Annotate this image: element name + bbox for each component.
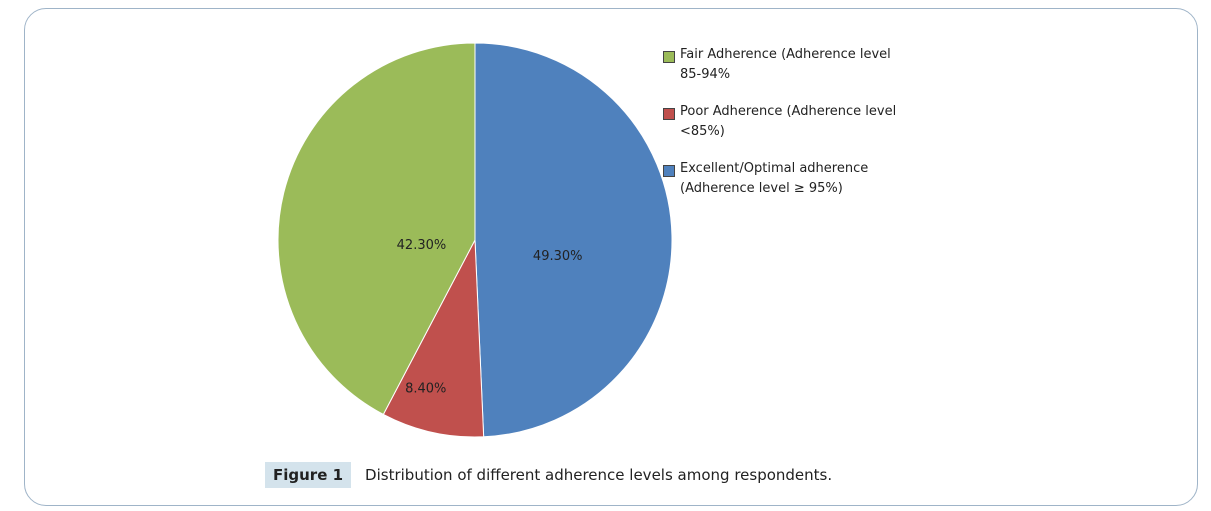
- figure-frame: [24, 8, 1198, 506]
- legend-swatch-poor: [663, 108, 675, 120]
- caption-text: Distribution of different adherence leve…: [365, 466, 833, 484]
- figure-caption: Figure 1 Distribution of different adher…: [265, 462, 832, 488]
- legend-label-poor: Poor Adherence (Adherence level <85%): [680, 104, 897, 139]
- legend-item-excellent: Excellent/Optimal adherence (Adherence l…: [663, 161, 910, 199]
- pie-slice-2: [277, 42, 476, 416]
- legend-swatch-fair: [663, 51, 675, 63]
- legend-label-excellent: Excellent/Optimal adherence (Adherence l…: [680, 161, 869, 196]
- data-label-1: 8.40%: [405, 382, 446, 397]
- data-label-2: 42.30%: [397, 238, 447, 253]
- pie-slice-0: [474, 42, 673, 438]
- legend-swatch-excellent: [663, 165, 675, 177]
- legend: Fair Adherence (Adherence level 85-94% P…: [663, 47, 910, 219]
- legend-item-poor: Poor Adherence (Adherence level <85%): [663, 104, 910, 142]
- legend-item-fair: Fair Adherence (Adherence level 85-94%: [663, 47, 910, 85]
- data-label-0: 49.30%: [533, 249, 583, 264]
- figure-label: Figure 1: [265, 462, 352, 488]
- pie-slice-1: [382, 238, 485, 438]
- legend-label-fair: Fair Adherence (Adherence level 85-94%: [680, 47, 891, 82]
